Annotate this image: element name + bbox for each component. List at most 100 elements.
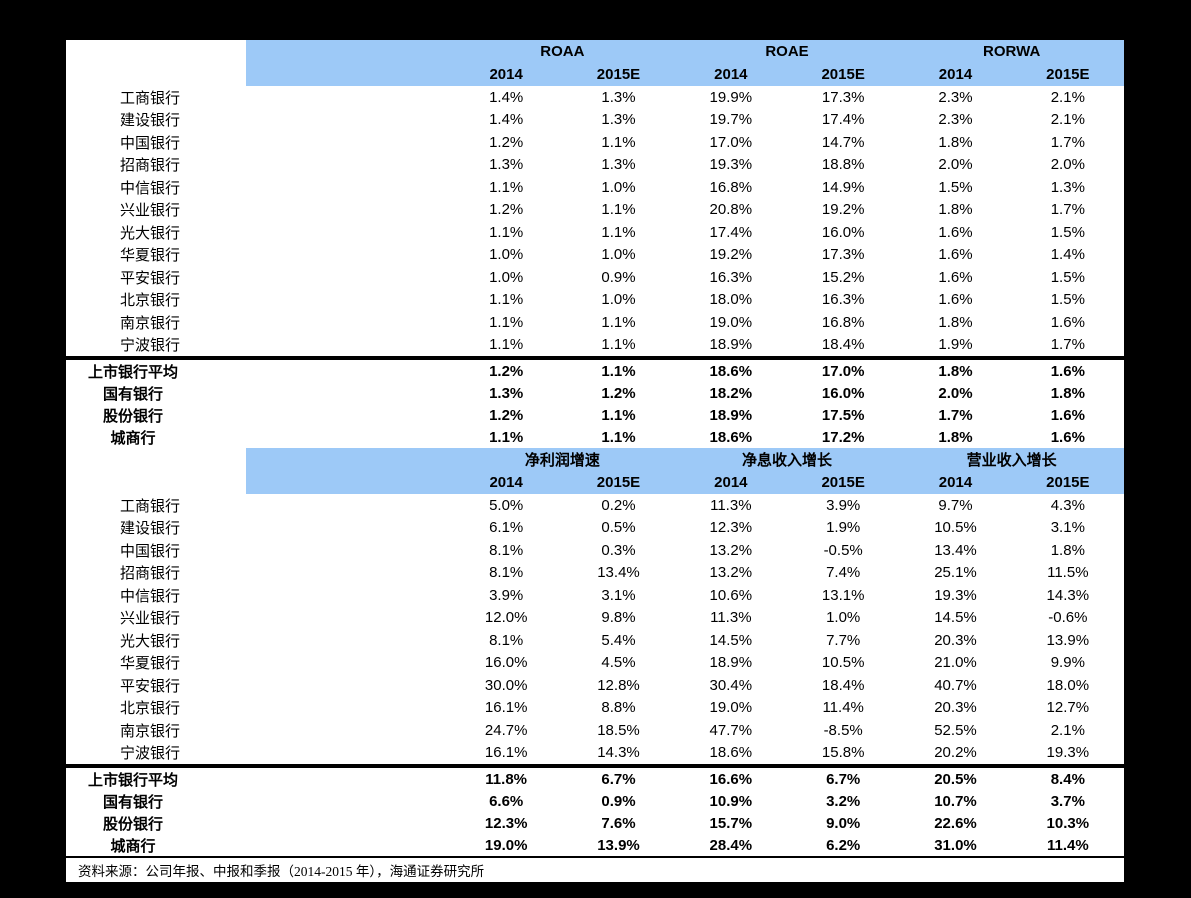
table-row: 北京银行 16.1% 8.8% 19.0% 11.4% 20.3% 12.7% xyxy=(66,697,1124,720)
value-cell: 1.1% xyxy=(489,223,524,241)
value-cell: 16.3% xyxy=(821,291,865,309)
value-cell: 1.8% xyxy=(938,428,973,446)
value-cell: 11.3% xyxy=(710,609,752,627)
value-cell: 17.0% xyxy=(709,133,753,151)
value-cell: 1.1% xyxy=(601,133,636,151)
value-cell: 2.1% xyxy=(1050,111,1085,129)
value-cell: 52.5% xyxy=(934,721,977,739)
value-cell: 17.5% xyxy=(821,406,865,424)
value-cell: 1.1% xyxy=(489,291,524,309)
table-row: 中国银行 1.2% 1.1% 17.0% 14.7% 1.8% 1.7% xyxy=(66,131,1124,154)
value-cell: 20.5% xyxy=(934,770,977,788)
value-cell: 13.4% xyxy=(597,564,640,582)
value-cell: 12.3% xyxy=(709,519,753,537)
value-cell: 1.5% xyxy=(938,178,973,196)
value-cell: 16.8% xyxy=(821,313,865,331)
value-cell: 1.4% xyxy=(489,111,524,129)
table2-group-header-row: 净利润增速 净息收入增长 营业收入增长 xyxy=(66,448,1124,471)
value-cell: 16.6% xyxy=(709,770,753,788)
value-cell: 16.8% xyxy=(709,178,753,196)
value-cell: 13.9% xyxy=(597,836,640,854)
value-cell: 1.6% xyxy=(938,246,973,264)
value-cell: 19.3% xyxy=(1046,744,1090,762)
separator-line xyxy=(66,764,1124,768)
value-cell: 18.8% xyxy=(821,156,865,174)
value-cell: 20.3% xyxy=(934,631,977,649)
value-cell: 6.1% xyxy=(489,519,524,537)
bank-label: 宁波银行 xyxy=(120,338,181,355)
value-cell: 21.0% xyxy=(934,654,977,672)
table-row: 宁波银行 16.1% 14.3% 18.6% 15.8% 20.2% 19.3% xyxy=(66,742,1124,765)
value-cell: 20.8% xyxy=(709,201,753,219)
value-cell: 15.2% xyxy=(821,268,865,286)
table1-body: 工商银行 1.4% 1.3% 19.9% 17.3% 2.3% 2.1% 建设银行 1.4% 1.… xyxy=(66,86,1124,356)
value-cell: 2.0% xyxy=(1050,156,1085,174)
table-row: 建设银行 6.1% 0.5% 12.3% 1.9% 10.5% 3.1% xyxy=(66,517,1124,540)
value-cell: 6.7% xyxy=(601,770,636,788)
value-cell: 19.3% xyxy=(934,586,977,604)
table-row: 上市银行平均 11.8% 6.7% 16.6% 6.7% 20.5% 8.4% xyxy=(66,768,1124,790)
year-header: 2015E xyxy=(1046,66,1090,83)
value-cell: 1.7% xyxy=(1050,133,1085,151)
value-cell: 18.9% xyxy=(709,406,753,424)
value-cell: 1.0% xyxy=(601,178,636,196)
table-row: 中信银行 1.1% 1.0% 16.8% 14.9% 1.5% 1.3% xyxy=(66,176,1124,199)
value-cell: 1.3% xyxy=(601,111,636,129)
table-row: 股份银行 12.3% 7.6% 15.7% 9.0% 22.6% 10.3% xyxy=(66,812,1124,834)
value-cell: 20.3% xyxy=(934,699,977,717)
value-cell: 14.3% xyxy=(597,744,640,762)
year-header: 2015E xyxy=(821,474,865,491)
value-cell: 16.1% xyxy=(484,744,528,762)
bank-label: 国有银行 xyxy=(102,386,163,403)
bank-label: 中信银行 xyxy=(120,180,181,197)
value-cell: 1.0% xyxy=(601,291,636,309)
value-cell: 13.1% xyxy=(821,586,865,604)
value-cell: 1.1% xyxy=(601,362,636,380)
value-cell: 1.8% xyxy=(938,313,973,331)
group-header-rorwa: RORWA xyxy=(983,43,1041,60)
value-cell: 28.4% xyxy=(709,836,753,854)
table-row: 兴业银行 12.0% 9.8% 11.3% 1.0% 14.5% -0.6% xyxy=(66,607,1124,630)
value-cell: 6.7% xyxy=(826,770,861,788)
value-cell: 19.2% xyxy=(821,201,865,219)
bank-label: 中国银行 xyxy=(120,135,181,152)
value-cell: 14.7% xyxy=(821,133,865,151)
value-cell: 19.0% xyxy=(484,836,528,854)
bank-label: 股份银行 xyxy=(102,408,163,425)
value-cell: 1.6% xyxy=(938,223,973,241)
value-cell: 1.1% xyxy=(489,428,524,446)
bank-label: 工商银行 xyxy=(120,90,181,107)
value-cell: 1.1% xyxy=(601,313,636,331)
bank-label: 上市银行平均 xyxy=(87,364,178,381)
year-header: 2015E xyxy=(596,66,641,83)
value-cell: 1.0% xyxy=(826,609,861,627)
value-cell: 1.3% xyxy=(601,156,636,174)
value-cell: 15.8% xyxy=(821,744,865,762)
year-header: 2015E xyxy=(821,66,865,83)
bank-label: 光大银行 xyxy=(120,633,181,650)
bank-label: 南京银行 xyxy=(120,723,181,740)
value-cell: 3.9% xyxy=(489,586,524,604)
bank-label: 平安银行 xyxy=(120,270,181,287)
value-cell: 1.3% xyxy=(601,88,636,106)
table-row: 平安银行 30.0% 12.8% 30.4% 18.4% 40.7% 18.0% xyxy=(66,674,1124,697)
table-row: 建设银行 1.4% 1.3% 19.7% 17.4% 2.3% 2.1% xyxy=(66,109,1124,132)
value-cell: 7.7% xyxy=(826,631,861,649)
value-cell: 14.9% xyxy=(821,178,865,196)
footer-rule xyxy=(66,856,1124,858)
table1-year-header-row: 2014 2015E 2014 2015E 2014 2015E xyxy=(66,63,1124,86)
bank-label: 招商银行 xyxy=(120,158,181,175)
source-note: 资料来源：公司年报、中报和季报（2014-2015 年），海通证券研究所 xyxy=(78,864,485,879)
value-cell: 4.5% xyxy=(601,654,636,672)
value-cell: 11.5% xyxy=(1047,564,1089,582)
value-cell: 1.5% xyxy=(1050,223,1085,241)
value-cell: 30.4% xyxy=(709,676,753,694)
table-row: 光大银行 1.1% 1.1% 17.4% 16.0% 1.6% 1.5% xyxy=(66,221,1124,244)
value-cell: 8.1% xyxy=(489,564,524,582)
value-cell: 2.1% xyxy=(1050,721,1085,739)
value-cell: 18.5% xyxy=(597,721,640,739)
value-cell: 9.7% xyxy=(938,496,973,514)
bank-label: 城商行 xyxy=(110,430,156,447)
value-cell: 1.1% xyxy=(601,201,636,219)
value-cell: 18.9% xyxy=(709,654,753,672)
